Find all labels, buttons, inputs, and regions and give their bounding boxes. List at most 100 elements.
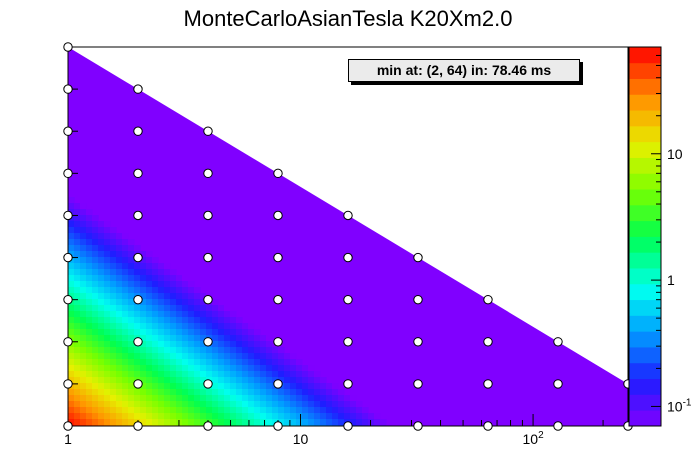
heatmap-cell — [308, 377, 315, 384]
heatmap-cell — [188, 359, 195, 366]
heatmap-cell — [68, 197, 75, 204]
heatmap-cell — [80, 275, 87, 282]
heatmap-cell — [362, 419, 369, 426]
heatmap-cell — [230, 335, 237, 342]
data-point — [133, 294, 143, 305]
heatmap-cell — [170, 275, 177, 282]
heatmap-cell — [182, 323, 189, 330]
heatmap-cell — [140, 281, 147, 288]
min-annotation-box: min at: (2, 64) in: 78.46 ms — [348, 59, 580, 82]
heatmap-cell — [176, 395, 183, 402]
heatmap-cell — [128, 341, 135, 348]
heatmap-cell — [128, 263, 135, 270]
heatmap-cell — [128, 407, 135, 414]
heatmap-cell — [326, 413, 333, 420]
heatmap-cell — [194, 395, 201, 402]
heatmap-cell — [92, 317, 99, 324]
heatmap-cell — [80, 287, 87, 294]
heatmap-cell — [326, 407, 333, 414]
heatmap-cell — [146, 353, 153, 360]
heatmap-cell — [110, 293, 117, 300]
heatmap-cell — [128, 323, 135, 330]
heatmap-cell — [212, 383, 219, 390]
heatmap-cell — [176, 329, 183, 336]
heatmap-cell — [80, 293, 87, 300]
heatmap-cell — [170, 341, 177, 348]
heatmap-cell — [218, 407, 225, 414]
heatmap-cell — [110, 365, 117, 372]
heatmap-cell — [272, 401, 279, 408]
heatmap-cell — [116, 269, 123, 276]
heatmap-cell — [116, 305, 123, 312]
heatmap-cell — [158, 329, 165, 336]
heatmap-cell — [92, 359, 99, 366]
heatmap-cell — [128, 419, 135, 426]
heatmap-cell — [212, 335, 219, 342]
heatmap-cell — [86, 383, 93, 390]
heatmap-cell — [104, 413, 111, 420]
heatmap-cell — [74, 251, 81, 258]
heatmap-cell — [248, 371, 255, 378]
colorbar-band — [629, 268, 661, 285]
heatmap-cell — [98, 389, 105, 396]
heatmap-cell — [80, 377, 87, 384]
heatmap-cell — [206, 353, 213, 360]
heatmap-cell — [74, 257, 81, 264]
heatmap-cell — [104, 401, 111, 408]
heatmap-cell — [98, 377, 105, 384]
heatmap-cell — [140, 287, 147, 294]
heatmap-cell — [110, 383, 117, 390]
heatmap-cell — [80, 395, 87, 402]
heatmap-cell — [122, 389, 129, 396]
heatmap-cell — [98, 353, 105, 360]
heatmap-cell — [230, 389, 237, 396]
heatmap-cell — [110, 227, 117, 234]
heatmap-cell — [266, 401, 273, 408]
heatmap-cell — [188, 389, 195, 396]
heatmap-cell — [164, 305, 171, 312]
heatmap-cell — [254, 365, 261, 372]
heatmap-cell — [122, 371, 129, 378]
heatmap-cell — [254, 371, 261, 378]
heatmap-cell — [260, 401, 267, 408]
heatmap-cell — [134, 287, 141, 294]
heatmap-cell — [206, 347, 213, 354]
heatmap-cell — [218, 335, 225, 342]
heatmap-cell — [92, 293, 99, 300]
colorbar-band — [629, 220, 661, 237]
heatmap-cell — [116, 281, 123, 288]
heatmap-cell — [170, 401, 177, 408]
heatmap-cell — [266, 389, 273, 396]
heatmap-cell — [98, 341, 105, 348]
heatmap-cell — [98, 329, 105, 336]
heatmap-cell — [254, 383, 261, 390]
heatmap-cell — [218, 383, 225, 390]
heatmap-cell — [260, 347, 267, 354]
heatmap-cell — [140, 293, 147, 300]
heatmap-cell — [92, 395, 99, 402]
heatmap-cell — [176, 311, 183, 318]
heatmap-cell — [140, 257, 147, 264]
heatmap-cell — [98, 227, 105, 234]
heatmap-cell — [104, 383, 111, 390]
heatmap-cell — [242, 377, 249, 384]
heatmap-cell — [152, 275, 159, 282]
heatmap-cell — [146, 407, 153, 414]
data-point — [133, 252, 143, 263]
heatmap-cell — [116, 413, 123, 420]
heatmap-cell — [140, 329, 147, 336]
data-point — [203, 421, 213, 431]
heatmap-cell — [98, 257, 105, 264]
heatmap-cell — [80, 305, 87, 312]
heatmap-cell — [116, 347, 123, 354]
heatmap-cell — [86, 221, 93, 228]
heatmap-cell — [128, 275, 135, 282]
heatmap-cell — [122, 293, 129, 300]
heatmap-cell — [200, 353, 207, 360]
heatmap-cell — [68, 203, 75, 210]
heatmap-cell — [368, 413, 375, 420]
heatmap-cell — [356, 413, 363, 420]
heatmap-cell — [158, 383, 165, 390]
data-point — [553, 379, 563, 389]
heatmap-cell — [206, 365, 213, 372]
